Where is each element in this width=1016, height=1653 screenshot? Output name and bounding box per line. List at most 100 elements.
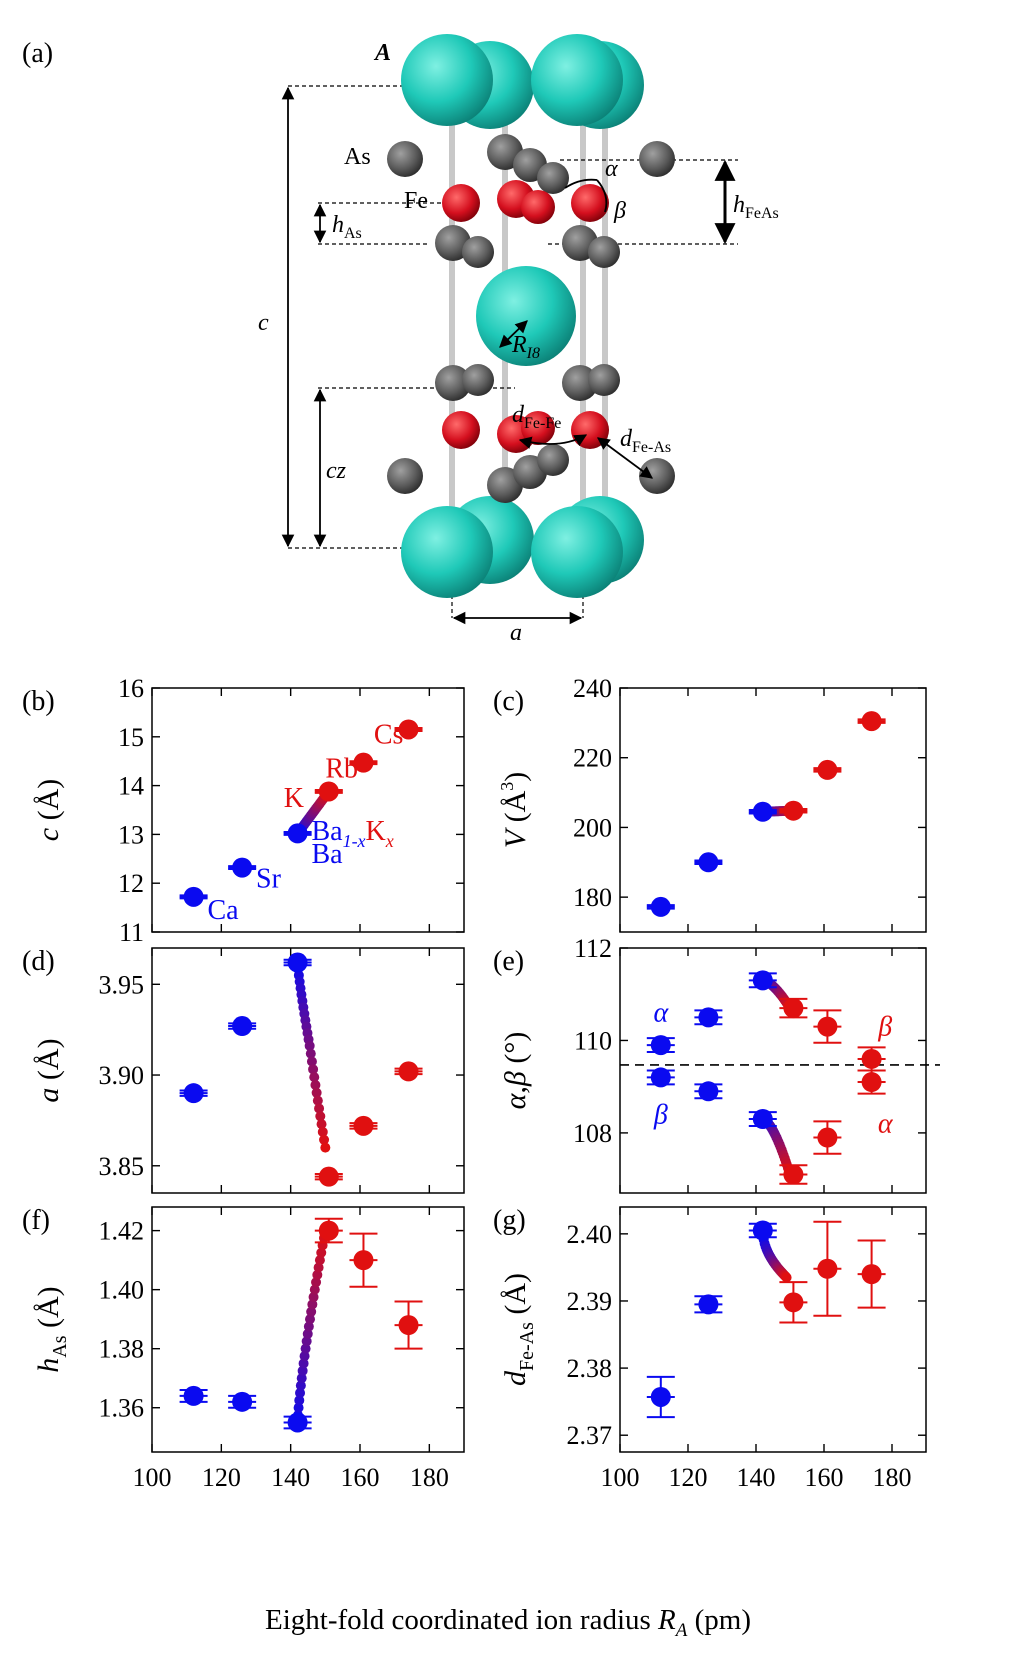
panel-g-d-FeAs: (g) 100 120 140 160 180 2.37 2.38 2.39 2.40 dFe-As… xyxy=(493,1205,927,1492)
doped-series-point xyxy=(311,1087,322,1098)
doped-series-point xyxy=(304,1040,315,1051)
x-tick-label: 120 xyxy=(669,1463,708,1492)
y-tick-label: 16 xyxy=(118,674,144,703)
data-point xyxy=(353,1115,374,1136)
data-point xyxy=(232,1016,253,1037)
annotation-sub: 1-x xyxy=(343,831,366,851)
y-axis-title: hAs (Å) xyxy=(32,1286,71,1372)
y-tick-label: 200 xyxy=(573,813,612,842)
doped-series-point xyxy=(319,1134,330,1145)
y-axis-title: α,β (°) xyxy=(499,1032,532,1110)
doped-series-point xyxy=(303,1321,314,1332)
plot-frame xyxy=(151,1206,465,1453)
annotation-Rb: Rb xyxy=(325,754,358,785)
data-point xyxy=(650,1067,671,1088)
y-axis-unit: (Å) xyxy=(32,779,65,828)
y-axis-symbol: a xyxy=(32,1088,65,1103)
data-point xyxy=(783,998,804,1019)
y-tick-label: 108 xyxy=(573,1119,612,1148)
doped-series-point xyxy=(301,1336,312,1347)
data-point xyxy=(353,1250,374,1271)
y-tick-label: 112 xyxy=(574,934,612,963)
label-d-FeAs: dFe-As xyxy=(620,426,671,456)
doped-series-point xyxy=(309,1284,320,1295)
annotation-part: K xyxy=(366,816,386,847)
data-point xyxy=(698,1294,719,1315)
x-tick-label: 160 xyxy=(341,1463,380,1492)
doped-series-point xyxy=(320,1142,331,1153)
doped-series-point xyxy=(314,1255,325,1266)
data-point xyxy=(817,1016,838,1037)
annotation-Sr: Sr xyxy=(256,863,282,894)
data-point xyxy=(752,1220,773,1241)
data-point xyxy=(318,1166,339,1187)
panel-label: (b) xyxy=(22,686,55,717)
data-point xyxy=(698,1007,719,1028)
doped-series-point xyxy=(297,1365,308,1376)
y-tick-label: 15 xyxy=(118,723,144,752)
label-A: A xyxy=(373,40,391,66)
x-tick-label: 140 xyxy=(271,1463,310,1492)
panel-d-a-lattice: (d) 3.85 3.90 3.95 a (Å) xyxy=(22,946,465,1194)
data-point-Cs xyxy=(398,719,419,740)
x-axis-title: Eight-fold coordinated ion radius RA (pm… xyxy=(265,1604,751,1641)
data-point xyxy=(783,800,804,821)
data-point xyxy=(861,1072,882,1093)
doped-series-point xyxy=(307,1299,318,1310)
doped-series-point xyxy=(293,1402,304,1413)
data-point xyxy=(752,801,773,822)
y-tick-label: 1.42 xyxy=(99,1217,145,1246)
y-axis-unit: (Å xyxy=(499,790,532,829)
data-point xyxy=(783,1164,804,1185)
data-point xyxy=(287,952,308,973)
y-axis-unit: (°) xyxy=(499,1032,532,1071)
data-point xyxy=(817,759,838,780)
y-tick-label: 220 xyxy=(573,744,612,773)
data-point-K xyxy=(318,781,339,802)
doped-series-point xyxy=(305,1314,316,1325)
x-tick-label: 160 xyxy=(805,1463,844,1492)
structure-labels: A As Fe α β c cz a hAs hFeAs RI8 dFe-Fe … xyxy=(258,40,779,646)
data-point xyxy=(861,1048,882,1069)
doped-series-point xyxy=(781,1272,792,1283)
y-axis-sub: As xyxy=(49,1335,71,1357)
x-tick-label: 100 xyxy=(133,1463,172,1492)
data-point xyxy=(698,1081,719,1102)
doped-series-point xyxy=(313,1262,324,1273)
crystal-structure-diagram: (a) xyxy=(22,34,779,646)
x-tick-label: 100 xyxy=(601,1463,640,1492)
data-point xyxy=(318,1220,339,1241)
annotation-Cs: Cs xyxy=(374,719,404,750)
doped-series-point xyxy=(296,1373,307,1384)
data-point xyxy=(183,1083,204,1104)
annotation-Ba: Ba xyxy=(311,839,343,870)
panel-label: (f) xyxy=(22,1205,50,1236)
label-h-FeAs: hFeAs xyxy=(733,192,779,222)
label-h-As: hAs xyxy=(332,212,362,242)
label-a: a xyxy=(510,620,522,646)
annotation-β: β xyxy=(877,1012,892,1043)
data-point xyxy=(650,1386,671,1407)
y-axis-symbol: α,β xyxy=(499,1071,532,1109)
label-R-I8: RI8 xyxy=(511,332,540,362)
data-point xyxy=(698,852,719,873)
label-Fe: Fe xyxy=(404,188,428,214)
y-axis-title: a (Å) xyxy=(32,1038,65,1102)
doped-series-point xyxy=(295,1387,306,1398)
data-point xyxy=(650,896,671,917)
y-axis-unit: (Å) xyxy=(32,1286,65,1335)
panel-c-volume: (c) 180 200 220 240 V (Å3) xyxy=(493,674,927,933)
y-tick-label: 1.40 xyxy=(99,1276,145,1305)
data-point-Ba xyxy=(287,823,308,844)
data-point xyxy=(287,1412,308,1433)
x-tick-label: 140 xyxy=(737,1463,776,1492)
x-tick-label: 120 xyxy=(202,1463,241,1492)
y-tick-label: 2.40 xyxy=(567,1220,613,1249)
doped-series-point xyxy=(316,1119,327,1130)
doped-series-point xyxy=(309,1072,320,1083)
y-tick-label: 1.36 xyxy=(99,1394,145,1423)
data-point-Rb xyxy=(353,752,374,773)
as-atoms xyxy=(387,134,675,503)
